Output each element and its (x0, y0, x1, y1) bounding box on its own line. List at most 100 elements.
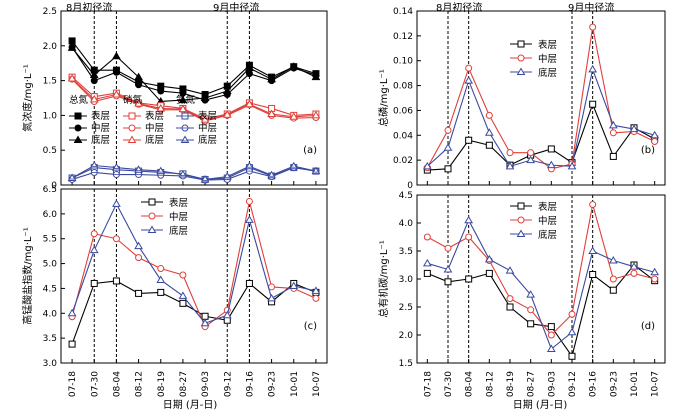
data-point (485, 269, 493, 277)
x-tick-label: 07-18 (423, 371, 433, 397)
x-tick-label: 09-03 (201, 371, 211, 397)
plot-frame (60, 188, 328, 364)
data-point (222, 86, 232, 95)
x-axis-label-right: 日期 (月-日) (513, 399, 568, 411)
legend-label: 底层 (91, 134, 110, 146)
series-line (427, 102, 655, 171)
series-line (71, 47, 317, 103)
y-tick-label: 3.5 (399, 247, 413, 257)
data-point (527, 149, 535, 157)
data-point (609, 129, 617, 137)
data-point (267, 109, 276, 118)
series-line (427, 218, 655, 350)
panel-label: (c) (304, 321, 317, 332)
data-point (68, 340, 76, 348)
data-point (629, 262, 639, 270)
data-point (267, 293, 276, 302)
panel-c: 3.0 3.5 4.0 4.5 5.0 5.5 6.0 6.5 07-18 07-30 08-04 0… (21, 185, 328, 397)
data-point (546, 160, 556, 169)
data-point (608, 120, 618, 129)
data-point (200, 318, 210, 327)
data-point (112, 90, 121, 98)
series-line (71, 164, 317, 180)
y-tick-label: 6.5 (43, 185, 57, 195)
x-tick-label: 07-30 (90, 371, 100, 397)
data-point (444, 126, 452, 134)
data-point (527, 320, 535, 328)
data-point (135, 81, 143, 89)
x-tick-label: 08-19 (157, 371, 167, 397)
legend-group-title: 总氮 (69, 94, 89, 106)
data-point (423, 269, 431, 277)
data-point (567, 161, 577, 170)
data-point (67, 74, 77, 82)
legend-label: 中层 (198, 122, 217, 134)
x-tick-label: 08-19 (506, 371, 516, 397)
y-tick-label: 4.5 (399, 191, 413, 201)
legend-marker (516, 229, 526, 237)
y-axis-label: 总磷/mg·L⁻¹ (377, 69, 390, 127)
legend-label: 底层 (198, 134, 217, 146)
data-point (484, 254, 494, 263)
data-point (465, 64, 473, 72)
y-tick-label: 0.12 (393, 32, 413, 42)
series-line (71, 167, 317, 181)
legend-label: 表层 (145, 110, 164, 122)
data-point (608, 256, 618, 264)
y-tick-label: 3.5 (43, 334, 57, 344)
legend-marker (128, 124, 136, 132)
y-tick-label: 0.5 (43, 146, 57, 156)
data-point (547, 331, 555, 339)
data-point (650, 267, 660, 276)
y-axis-label: 高锰酸盐指数/mg·L⁻¹ (21, 227, 34, 325)
data-point (112, 68, 120, 76)
series-line (71, 202, 317, 324)
y-tick-label: 2.5 (43, 7, 57, 17)
y-tick-label: 0.08 (393, 82, 413, 92)
panel-b: 0 0.02 0.04 0.06 0.08 0.10 0.12 0.14 总磷/mg·L⁻¹ (b… (377, 7, 666, 191)
legend-marker (147, 225, 157, 233)
y-tick-label: 3.0 (399, 275, 414, 285)
data-point (178, 95, 188, 104)
y-tick-label: 0.10 (393, 57, 413, 67)
series-line (71, 76, 316, 120)
data-point (609, 275, 617, 283)
data-point (588, 64, 598, 73)
data-point (506, 149, 514, 157)
x-tick-label: 09-12 (223, 371, 233, 397)
data-point (179, 271, 187, 279)
legend-label: 中层 (538, 215, 557, 227)
data-point (422, 161, 432, 170)
data-point (465, 136, 473, 144)
data-point (443, 264, 453, 273)
series-line (71, 46, 317, 101)
data-point (134, 241, 143, 250)
x-tick-label: 08-27 (527, 371, 537, 397)
data-point (89, 94, 99, 103)
legend-marker (127, 135, 137, 143)
series-line (71, 78, 316, 121)
data-point (67, 43, 77, 51)
legend-label: 中层 (538, 53, 557, 65)
data-point (609, 152, 617, 160)
data-point (179, 299, 187, 307)
data-point (222, 310, 232, 319)
data-point (245, 70, 253, 78)
legend-marker (517, 54, 525, 62)
data-point (135, 254, 143, 262)
data-point (134, 72, 143, 81)
data-point (289, 62, 299, 70)
data-point (506, 295, 514, 303)
data-point (89, 245, 99, 254)
legend-marker (148, 212, 156, 220)
data-point (589, 23, 597, 31)
legend-label: 底层 (169, 225, 188, 237)
legend-group-title: 氨氮 (176, 94, 196, 106)
data-point (245, 63, 254, 72)
data-point (201, 312, 209, 320)
y-tick-label: 2.5 (399, 303, 413, 313)
x-tick-label: 09-16 (245, 371, 255, 397)
data-point (588, 246, 598, 254)
x-tick-label: 09-23 (268, 371, 278, 397)
y-tick-label: 3.0 (43, 359, 58, 369)
